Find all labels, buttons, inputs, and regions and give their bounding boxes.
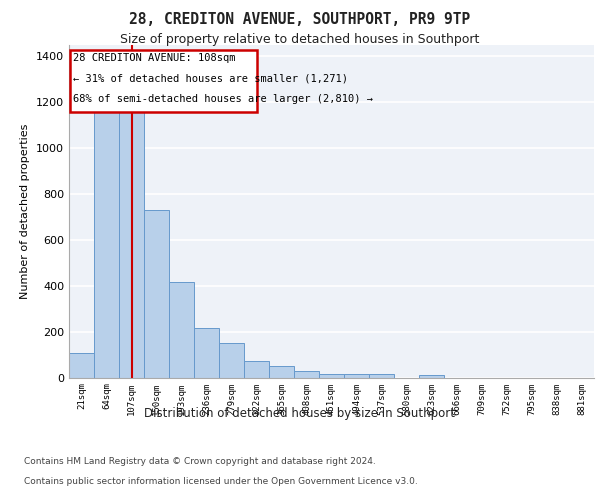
Bar — [119, 112, 144, 378]
Text: Distribution of detached houses by size in Southport: Distribution of detached houses by size … — [145, 408, 455, 420]
Bar — [344, 374, 369, 378]
Text: Contains HM Land Registry data © Crown copyright and database right 2024.: Contains HM Land Registry data © Crown c… — [24, 458, 376, 466]
Bar — [294, 370, 319, 378]
Bar — [144, 210, 169, 378]
Bar — [70, 50, 257, 112]
Bar — [169, 282, 194, 378]
Bar — [194, 328, 219, 378]
Text: 68% of semi-detached houses are larger (2,810) →: 68% of semi-detached houses are larger (… — [73, 94, 373, 104]
Bar — [69, 352, 94, 378]
Text: Size of property relative to detached houses in Southport: Size of property relative to detached ho… — [121, 32, 479, 46]
Y-axis label: Number of detached properties: Number of detached properties — [20, 124, 31, 299]
Text: 28 CREDITON AVENUE: 108sqm: 28 CREDITON AVENUE: 108sqm — [73, 53, 236, 63]
Bar — [369, 374, 394, 378]
Bar — [244, 362, 269, 378]
Text: Contains public sector information licensed under the Open Government Licence v3: Contains public sector information licen… — [24, 478, 418, 486]
Bar — [319, 374, 344, 378]
Bar — [419, 374, 444, 378]
Bar — [94, 112, 119, 378]
Text: 28, CREDITON AVENUE, SOUTHPORT, PR9 9TP: 28, CREDITON AVENUE, SOUTHPORT, PR9 9TP — [130, 12, 470, 28]
Bar — [269, 366, 294, 378]
Bar — [219, 343, 244, 378]
Text: ← 31% of detached houses are smaller (1,271): ← 31% of detached houses are smaller (1,… — [73, 74, 348, 84]
